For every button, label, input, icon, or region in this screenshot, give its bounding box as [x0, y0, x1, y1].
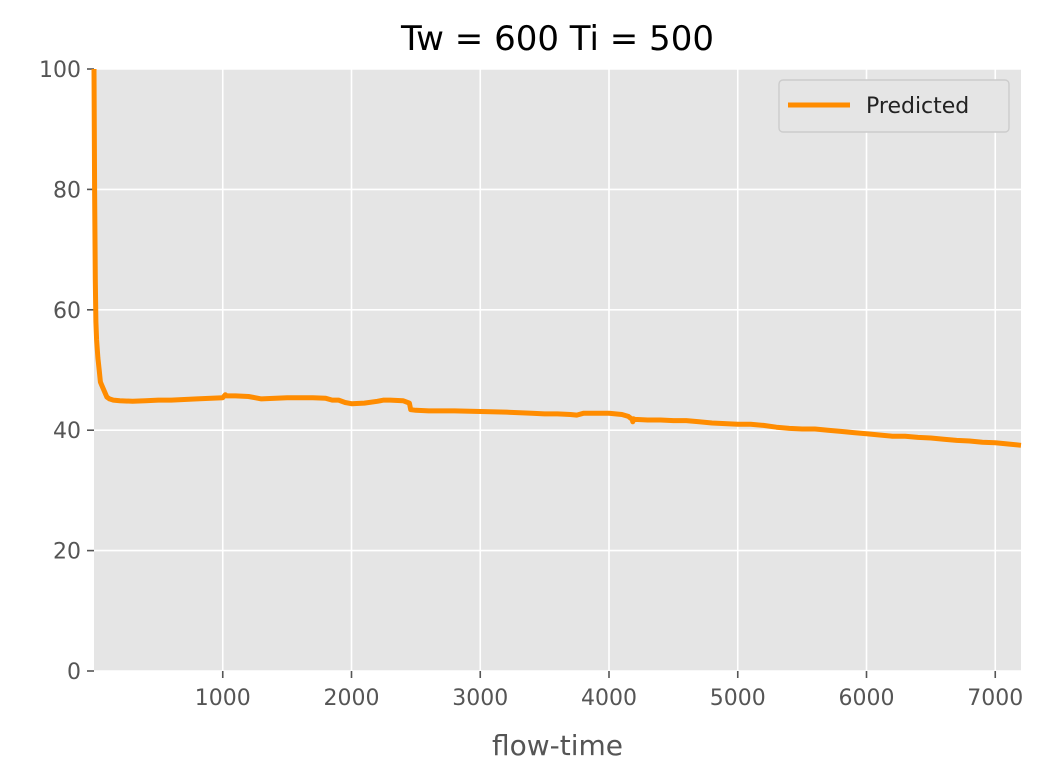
axis-ticks: 1000 2000 3000 4000 5000 6000 7000 0 20 40 60 80 100 — [39, 58, 1023, 711]
legend-label: Predicted — [866, 94, 969, 119]
y-tick-label: 100 — [39, 58, 81, 83]
grid — [94, 68, 1021, 672]
y-tick-label: 60 — [53, 299, 81, 324]
series-layer — [91, 68, 1022, 448]
x-tick-label: 4000 — [581, 686, 637, 711]
x-tick-label: 3000 — [452, 686, 508, 711]
plot-background — [94, 69, 1021, 671]
x-tick-label: 5000 — [710, 686, 766, 711]
y-tick-label: 80 — [53, 178, 81, 203]
y-tick-label: 20 — [53, 540, 81, 565]
x-tick-label: 2000 — [324, 686, 380, 711]
x-tick-label: 7000 — [967, 686, 1023, 711]
x-axis-label: flow-time — [492, 729, 623, 762]
y-tick-label: 40 — [53, 419, 81, 444]
series-line-predicted — [91, 68, 1022, 448]
x-tick-label: 6000 — [839, 686, 895, 711]
y-tick-label: 0 — [67, 660, 81, 685]
chart-title: Tw = 600 Ti = 500 — [400, 19, 714, 59]
legend: Predicted — [778, 79, 1010, 133]
x-tick-label: 1000 — [195, 686, 251, 711]
legend-box — [778, 79, 1010, 133]
